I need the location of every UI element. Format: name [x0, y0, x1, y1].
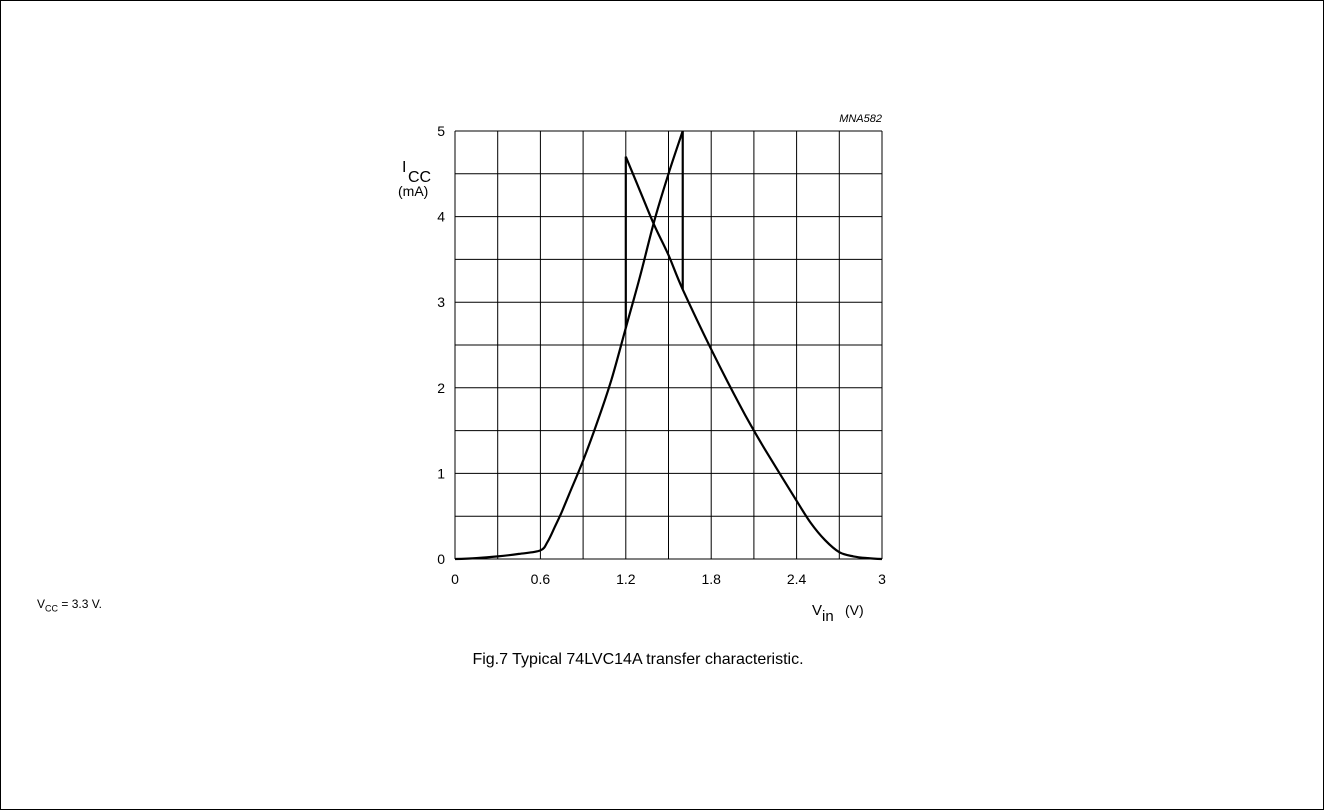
- y-tick-label: 4: [437, 209, 445, 225]
- y-axis-unit: (mA): [398, 183, 428, 199]
- x-tick-label: 2.4: [787, 571, 807, 587]
- x-tick-label: 0.6: [531, 571, 551, 587]
- x-tick-label: 0: [451, 571, 459, 587]
- y-axis-label-subscript: CC: [408, 169, 431, 186]
- x-tick-label: 3: [878, 571, 886, 587]
- falling-curve: [624, 156, 883, 561]
- figure-code: MNA582: [839, 113, 882, 125]
- y-tick-label: 0: [437, 551, 445, 567]
- vcc-note: VCC = 3.3 V.: [37, 597, 102, 614]
- rising-curve: [454, 130, 684, 561]
- y-tick-label: 2: [437, 380, 445, 396]
- x-tick-label: 1.8: [701, 571, 721, 587]
- y-tick-label: 5: [437, 123, 445, 139]
- x-axis-label: V: [812, 602, 822, 619]
- y-tick-label: 3: [437, 294, 445, 310]
- y-axis-label: I: [402, 159, 406, 176]
- figure-caption: Fig.7 Typical 74LVC14A transfer characte…: [472, 651, 804, 668]
- x-axis-unit: (V): [845, 602, 864, 618]
- x-axis-label-subscript: in: [822, 608, 834, 625]
- x-tick-label: 1.2: [616, 571, 636, 587]
- y-tick-label: 1: [437, 465, 445, 481]
